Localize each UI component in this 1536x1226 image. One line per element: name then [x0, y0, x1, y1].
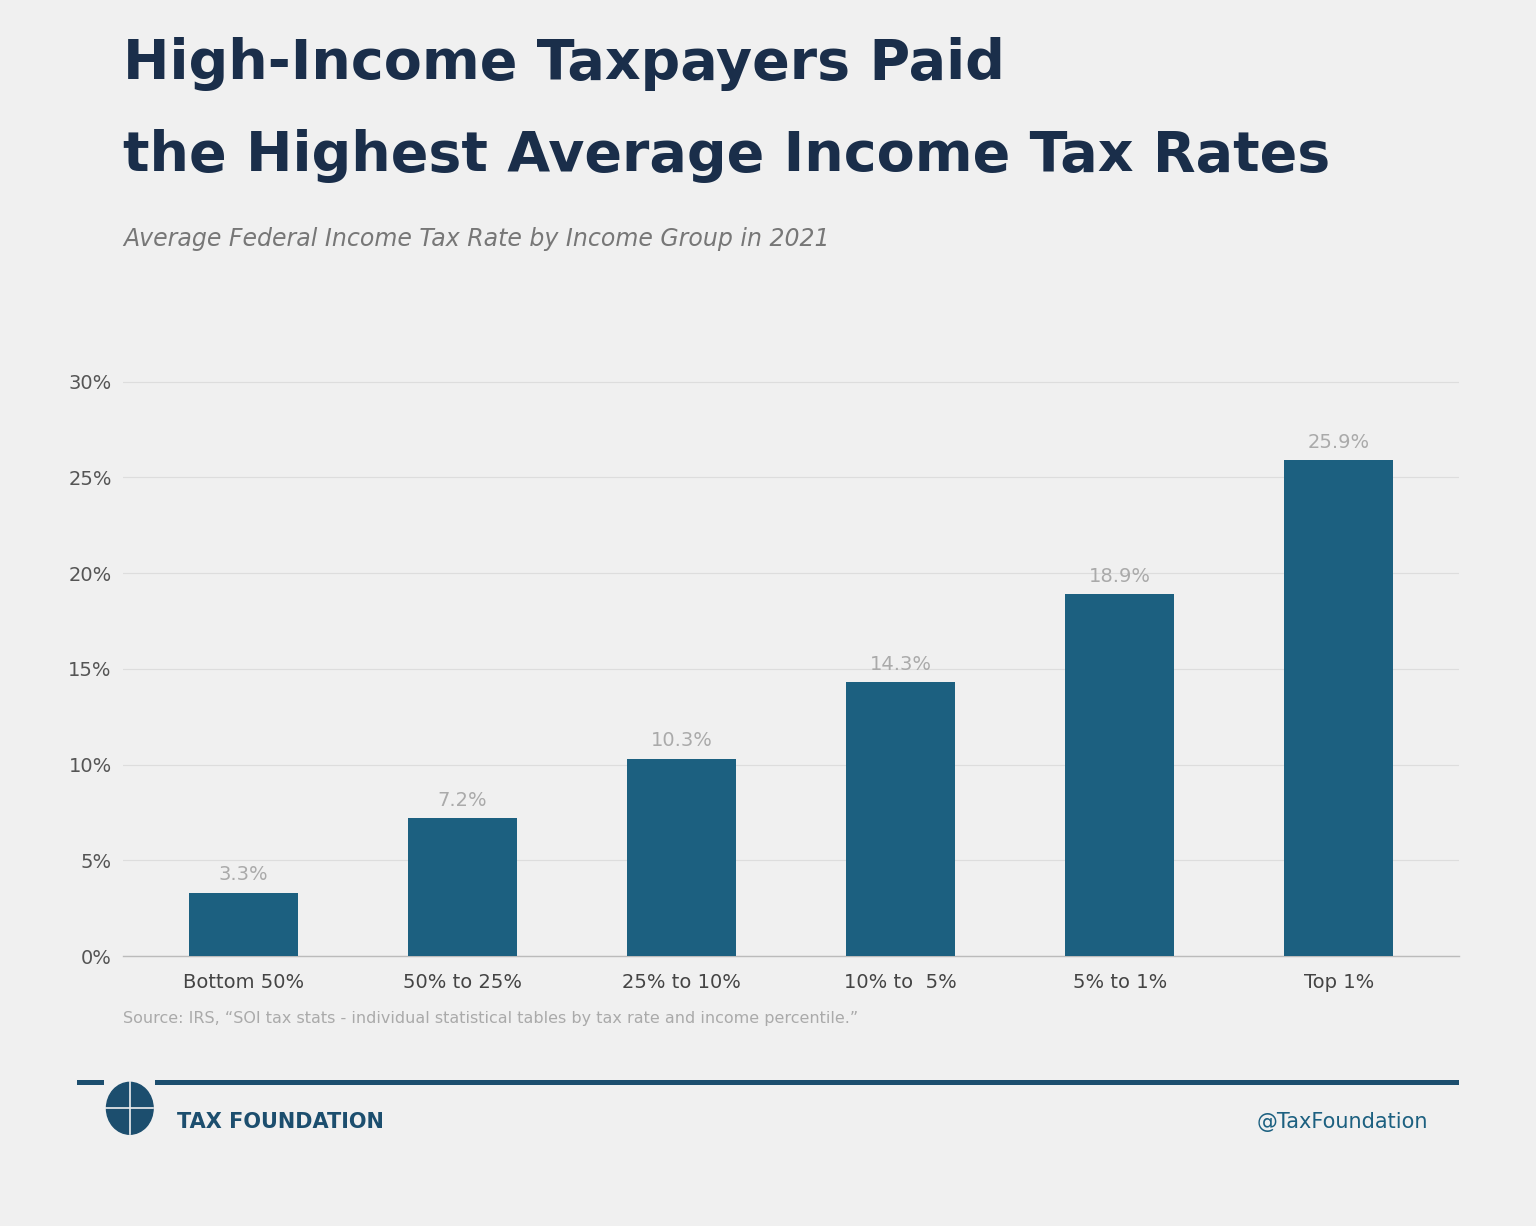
Bar: [1284, 460, 1393, 956]
Text: 7.2%: 7.2%: [438, 791, 487, 809]
Bar: [189, 893, 298, 956]
Text: @TaxFoundation: @TaxFoundation: [1256, 1112, 1428, 1132]
Text: 18.9%: 18.9%: [1089, 566, 1150, 586]
Bar: [407, 819, 518, 956]
Text: TAX FOUNDATION: TAX FOUNDATION: [177, 1112, 384, 1132]
Text: 10.3%: 10.3%: [651, 732, 713, 750]
Text: 25.9%: 25.9%: [1307, 433, 1370, 451]
Text: the Highest Average Income Tax Rates: the Highest Average Income Tax Rates: [123, 129, 1330, 183]
Bar: [846, 683, 955, 956]
Text: Average Federal Income Tax Rate by Income Group in 2021: Average Federal Income Tax Rate by Incom…: [123, 227, 829, 251]
Circle shape: [106, 1083, 154, 1134]
Text: 14.3%: 14.3%: [869, 655, 931, 674]
Bar: [627, 759, 736, 956]
Text: 3.3%: 3.3%: [218, 866, 269, 884]
Bar: [1064, 595, 1175, 956]
Text: Source: IRS, “SOI tax stats - individual statistical tables by tax rate and inco: Source: IRS, “SOI tax stats - individual…: [123, 1011, 859, 1026]
Text: High-Income Taxpayers Paid: High-Income Taxpayers Paid: [123, 37, 1005, 91]
